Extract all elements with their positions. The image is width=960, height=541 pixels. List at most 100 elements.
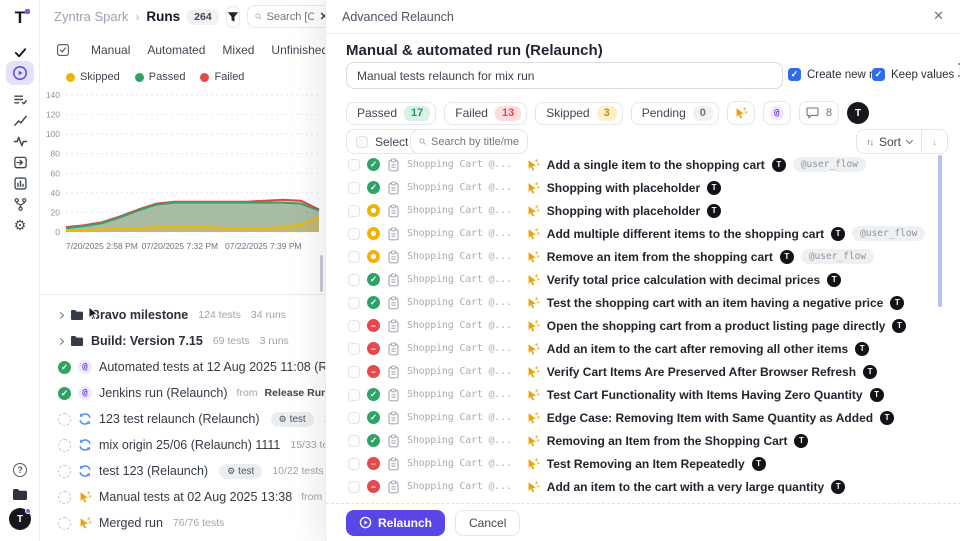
chip-automated-test-icon[interactable]: @: [763, 101, 791, 125]
chip-comments-icon[interactable]: 8: [799, 101, 839, 125]
status-passed-icon: ✓: [367, 388, 380, 401]
close-icon[interactable]: ✕: [933, 8, 944, 24]
keep-values-checkbox[interactable]: [872, 68, 885, 81]
app-logo[interactable]: T: [8, 6, 32, 30]
row-checkbox[interactable]: [348, 412, 360, 424]
run-row[interactable]: test 123 (Relaunch)⚙test10/22 tests: [40, 458, 325, 484]
reports-icon[interactable]: [6, 173, 34, 193]
relaunch-icon: [78, 412, 92, 426]
global-search[interactable]: ✕: [247, 5, 325, 28]
row-checkbox[interactable]: [348, 389, 360, 401]
test-search-input[interactable]: [431, 136, 519, 148]
test-row[interactable]: −Shopping Cart @...Add an item to the ca…: [326, 337, 960, 360]
run-row[interactable]: Manual tests at 02 Aug 2025 13:38fromCus…: [40, 484, 325, 510]
test-row[interactable]: Shopping Cart @...Remove an item from th…: [326, 245, 960, 268]
chart-scrollbar[interactable]: [320, 255, 323, 292]
help-icon[interactable]: ?: [6, 460, 34, 480]
test-row[interactable]: −Shopping Cart @...Verify Cart Items Are…: [326, 360, 960, 383]
run-row[interactable]: Build: Version 7.1569 tests3 runs: [40, 328, 325, 354]
sort-dropdown[interactable]: ↑↓ Sort: [856, 129, 922, 154]
owner-badge: T: [772, 158, 786, 172]
sort-direction-button[interactable]: ↓: [922, 129, 948, 154]
test-row[interactable]: −Shopping Cart @...Add an item to the ca…: [326, 475, 960, 498]
sort-arrows-icon: ↑↓: [866, 137, 873, 147]
settings-icon[interactable]: ⚙: [6, 215, 34, 235]
breadcrumb-app[interactable]: Zyntra Spark: [54, 9, 128, 24]
create-new-run-checkbox[interactable]: [788, 68, 801, 81]
chip-manual-test-icon[interactable]: [727, 101, 755, 125]
progress-icon[interactable]: [6, 110, 34, 130]
select-all-checkbox[interactable]: [356, 136, 368, 148]
chevron-right-icon[interactable]: [57, 311, 64, 318]
run-name-input[interactable]: [346, 62, 783, 89]
run-row[interactable]: mix origin 25/06 (Relaunch) 111115/33 te…: [40, 432, 325, 458]
import-icon[interactable]: [6, 152, 34, 172]
test-title: Test Cart Functionality with Items Havin…: [547, 388, 863, 402]
test-row[interactable]: Shopping Cart @...Shopping with placehol…: [326, 199, 960, 222]
panel-scrollbar[interactable]: [938, 155, 942, 307]
automated-test-icon: @: [78, 386, 92, 400]
tag-pill: @user_flow: [852, 226, 925, 241]
test-row[interactable]: Shopping Cart @...Add multiple different…: [326, 222, 960, 245]
row-checkbox[interactable]: [348, 366, 360, 378]
relaunch-button[interactable]: Relaunch: [346, 510, 445, 536]
suite-label: Shopping Cart @...: [407, 228, 512, 239]
test-row[interactable]: ✓Shopping Cart @...Test the shopping car…: [326, 291, 960, 314]
divider: [40, 294, 325, 295]
filter-button[interactable]: [226, 6, 240, 28]
global-search-input[interactable]: [266, 11, 314, 23]
list-check-icon[interactable]: [6, 89, 34, 109]
row-checkbox[interactable]: [348, 320, 360, 332]
filter-chip-pending[interactable]: Pending0: [631, 102, 719, 125]
row-checkbox[interactable]: [348, 205, 360, 217]
row-checkbox[interactable]: [348, 343, 360, 355]
cancel-button[interactable]: Cancel: [455, 510, 520, 536]
assignee-avatar[interactable]: T: [847, 102, 869, 124]
test-row[interactable]: ✓Shopping Cart @...Removing an Item from…: [326, 429, 960, 452]
test-row[interactable]: ✓Shopping Cart @...Edge Case: Removing I…: [326, 406, 960, 429]
run-row[interactable]: 123 test relaunch (Relaunch)⚙test15/23 t…: [40, 406, 325, 432]
projects-icon[interactable]: [6, 484, 34, 504]
test-row[interactable]: ✓Shopping Cart @...Add a single item to …: [326, 153, 960, 176]
suite-label: Shopping Cart @...: [407, 297, 512, 308]
run-row[interactable]: Bravo milestone124 tests34 runs: [40, 302, 325, 328]
tab-mixed[interactable]: Mixed: [222, 43, 254, 57]
test-row[interactable]: ✓Shopping Cart @...Verify total price ca…: [326, 268, 960, 291]
row-checkbox[interactable]: [348, 182, 360, 194]
filter-chip-skipped[interactable]: Skipped3: [535, 102, 623, 125]
owner-badge: T: [831, 227, 845, 241]
tab-manual[interactable]: Manual: [91, 43, 130, 57]
manual-test-icon: [526, 204, 540, 218]
tab-automated[interactable]: Automated: [147, 43, 205, 57]
test-row[interactable]: ✓Shopping Cart @...Shopping with placeho…: [326, 176, 960, 199]
check-icon[interactable]: [6, 42, 34, 62]
user-avatar[interactable]: T: [6, 509, 34, 529]
tag-badge-label: test: [238, 466, 254, 477]
select-mode-icon[interactable]: [56, 43, 70, 57]
row-checkbox[interactable]: [348, 435, 360, 447]
filter-chip-passed[interactable]: Passed17: [346, 102, 436, 125]
test-title: Add an item to the cart after removing a…: [547, 342, 848, 356]
row-checkbox[interactable]: [348, 274, 360, 286]
activity-icon[interactable]: [6, 131, 34, 151]
test-row[interactable]: ✓Shopping Cart @...Test Cart Functionali…: [326, 383, 960, 406]
runs-icon[interactable]: [6, 61, 34, 85]
row-checkbox[interactable]: [348, 159, 360, 171]
tab-unfinished[interactable]: Unfinished: [271, 43, 325, 57]
row-checkbox[interactable]: [348, 251, 360, 263]
run-row[interactable]: ✓@Jenkins run (Relaunch)fromRelease Run …: [40, 380, 325, 406]
row-checkbox[interactable]: [348, 297, 360, 309]
run-row[interactable]: Merged run76/76 tests: [40, 510, 325, 536]
owner-badge: T: [880, 411, 894, 425]
test-row[interactable]: −Shopping Cart @...Test Removing an Item…: [326, 452, 960, 475]
branch-icon[interactable]: [6, 194, 34, 214]
automated-test-icon: @: [770, 106, 784, 120]
row-checkbox[interactable]: [348, 228, 360, 240]
test-row[interactable]: −Shopping Cart @...Open the shopping car…: [326, 314, 960, 337]
run-row[interactable]: ✓@Automated tests at 12 Aug 2025 11:08 (…: [40, 354, 325, 380]
row-checkbox[interactable]: [348, 458, 360, 470]
test-search[interactable]: [410, 129, 528, 154]
row-checkbox[interactable]: [348, 481, 360, 493]
filter-chip-failed[interactable]: Failed13: [444, 102, 527, 125]
chevron-right-icon[interactable]: [57, 337, 64, 344]
